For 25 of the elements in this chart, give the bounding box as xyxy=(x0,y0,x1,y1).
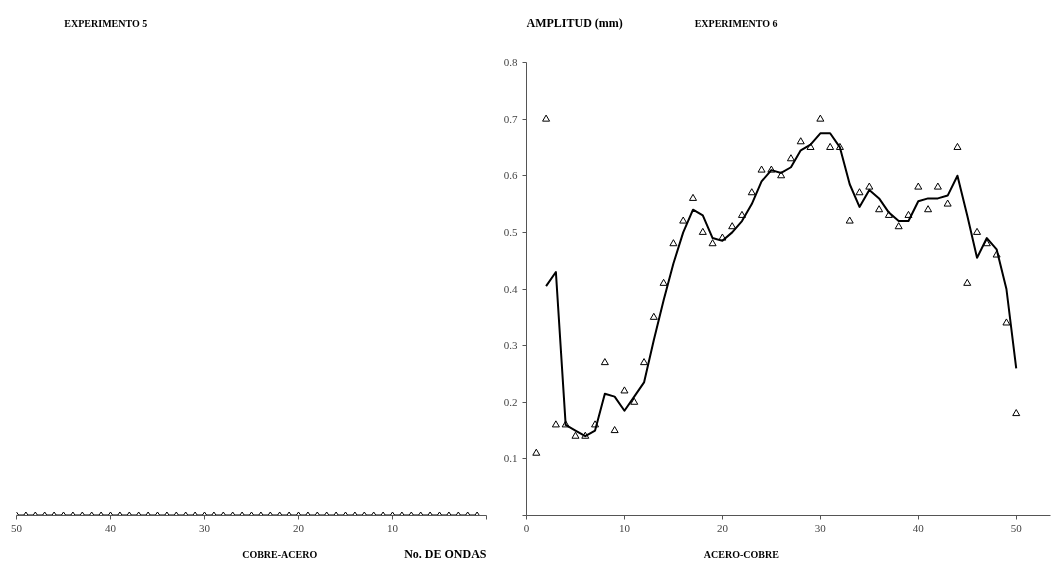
text: ACERO-COBRE xyxy=(703,548,780,560)
x-tick-label: 0 xyxy=(523,521,530,534)
x-tick-label: 40 xyxy=(105,521,117,534)
y-axis-title: AMPLITUD (mm) xyxy=(526,16,623,30)
y-tick-label: 0.3 xyxy=(503,339,518,352)
y-tick-label: 0.2 xyxy=(503,395,518,408)
x-axis-title: No. DE ONDAS xyxy=(404,547,487,562)
y-tick-label: 0.5 xyxy=(503,225,518,238)
y-tick-label: 0.6 xyxy=(503,169,518,182)
y-tick-label: 0.1 xyxy=(503,452,518,465)
x-tick-label: 50 xyxy=(11,521,23,534)
chart-title: EXPERIMENTO 5 xyxy=(64,17,148,29)
text: COBRE-ACERO xyxy=(242,548,318,560)
y-tick-label: 0.8 xyxy=(503,56,518,68)
x-tick-label: 10 xyxy=(387,521,399,534)
y-tick-label: 0.4 xyxy=(503,282,518,295)
x-tick-label: 30 xyxy=(814,521,827,534)
x-tick-label: 30 xyxy=(199,521,211,534)
chart-title: EXPERIMENTO 6 xyxy=(694,17,778,29)
x-tick-label: 20 xyxy=(716,521,729,534)
x-tick-label: 10 xyxy=(618,521,631,534)
x-tick-label: 20 xyxy=(293,521,305,534)
y-tick-label: 0.7 xyxy=(503,112,518,125)
x-tick-label: 50 xyxy=(1010,521,1023,534)
x-tick-label: 40 xyxy=(912,521,925,534)
